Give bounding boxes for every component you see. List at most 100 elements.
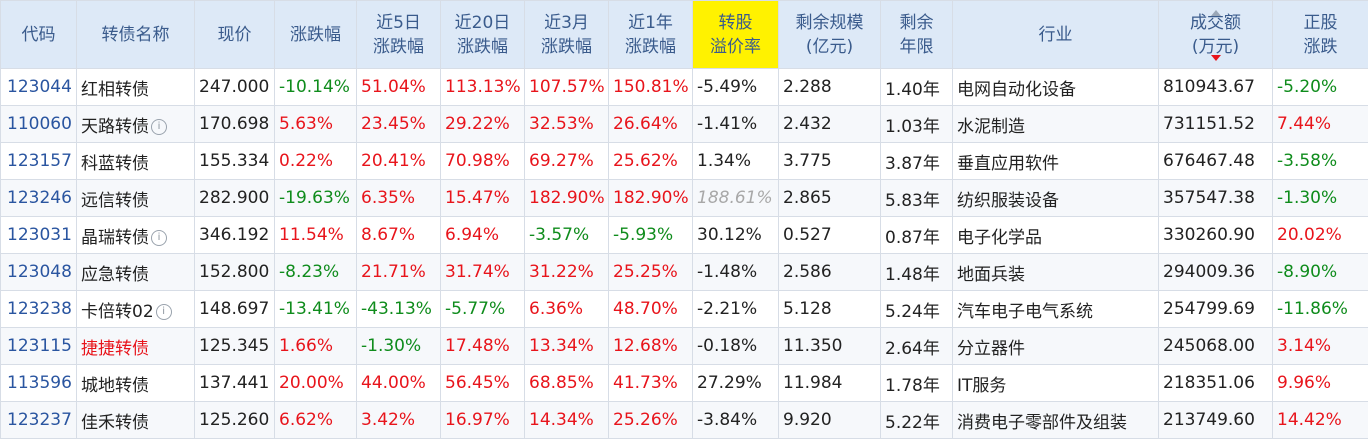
table-row[interactable]: 123246 远信转债 282.900 -19.63% 6.35% 15.47% 182.9…: [0, 179, 1368, 217]
cell-name[interactable]: 科蓝转债: [76, 142, 195, 180]
column-header-label: (亿元): [805, 36, 854, 57]
cell-value: 150.81%: [613, 77, 689, 97]
cell-change: -8.23%: [274, 253, 357, 291]
column-header-name[interactable]: 转债名称: [76, 0, 195, 69]
cell-value: 2.432: [783, 114, 832, 134]
column-header-label: 转股: [718, 12, 753, 33]
cell-chg3m: 68.85%: [524, 364, 609, 402]
cell-name[interactable]: 远信转债: [76, 179, 195, 217]
cell-scale: 9.920: [778, 401, 881, 439]
table-row[interactable]: 123157 科蓝转债 155.334 0.22% 20.41% 70.98% 69.27%…: [0, 142, 1368, 180]
cell-turnover: 218351.06: [1158, 364, 1273, 402]
cell-value: 地面兵装: [957, 264, 1025, 285]
column-header-stockchg[interactable]: 正股 涨跌: [1272, 0, 1368, 69]
cell-chg20d: 16.97%: [440, 401, 525, 439]
column-header-chg3m[interactable]: 近3月 涨跌幅: [524, 0, 609, 69]
info-icon[interactable]: i: [151, 229, 167, 246]
table-row[interactable]: 110060 天路转债 i 170.698 5.63% 23.45% 29.22% 32.53…: [0, 105, 1368, 143]
cell-premium: 30.12%: [692, 216, 779, 254]
cell-code[interactable]: 123237: [0, 401, 77, 439]
info-icon[interactable]: i: [151, 118, 167, 135]
cell-code[interactable]: 123031: [0, 216, 77, 254]
column-header-price[interactable]: 现价: [194, 0, 275, 69]
cell-value: 7.44%: [1277, 114, 1332, 134]
cell-chg1y: 48.70%: [608, 290, 693, 328]
table-row[interactable]: 123237 佳禾转债 125.260 6.62% 3.42% 16.97% 14.34% 2…: [0, 401, 1368, 439]
cell-value: 3.14%: [1277, 336, 1332, 356]
column-header-code[interactable]: 代码: [0, 0, 77, 69]
cell-value: 23.45%: [361, 114, 426, 134]
cell-name[interactable]: 应急转债: [76, 253, 195, 291]
cell-value: 123238: [7, 299, 72, 319]
cell-name[interactable]: 佳禾转债: [76, 401, 195, 439]
cell-name[interactable]: 红相转债: [76, 68, 195, 106]
table-row[interactable]: 123115 捷捷转债 125.345 1.66% -1.30% 17.48% 13.34%…: [0, 327, 1368, 365]
cell-value: 44.00%: [361, 373, 426, 393]
cell-premium: -2.21%: [692, 290, 779, 328]
cell-value: 182.90%: [529, 188, 605, 208]
sort-descending-icon[interactable]: [1210, 54, 1221, 61]
cell-value: 213749.60: [1163, 410, 1255, 430]
table-row[interactable]: 123044 红相转债 247.000 -10.14% 51.04% 113.13% 107…: [0, 68, 1368, 106]
cell-price: 282.900: [194, 179, 275, 217]
column-header-label: 近1年: [628, 12, 673, 33]
cell-code[interactable]: 123044: [0, 68, 77, 106]
cell-value: 346.192: [199, 225, 270, 245]
cell-value: 0.527: [783, 225, 832, 245]
cell-name[interactable]: 晶瑞转债 i: [76, 216, 195, 254]
cell-code[interactable]: 123246: [0, 179, 77, 217]
column-header-premium[interactable]: 转股 溢价率: [692, 0, 779, 69]
column-header-chg1y[interactable]: 近1年 涨跌幅: [608, 0, 693, 69]
cell-value: 294009.36: [1163, 262, 1255, 282]
cell-code[interactable]: 123115: [0, 327, 77, 365]
sort-ascending-icon[interactable]: [1210, 9, 1221, 16]
table-row[interactable]: 123031 晶瑞转债 i 346.192 11.54% 8.67% 6.94% -3.57%…: [0, 216, 1368, 254]
column-header-years[interactable]: 剩余 年限: [880, 0, 953, 69]
cell-value: 电网自动化设备: [957, 79, 1076, 100]
cell-chg20d: 17.48%: [440, 327, 525, 365]
cell-name[interactable]: 捷捷转债: [76, 327, 195, 365]
cell-price: 125.345: [194, 327, 275, 365]
cell-name[interactable]: 卡倍转02 i: [76, 290, 195, 328]
cell-value: 0.87年: [885, 227, 940, 248]
cell-value: 8.67%: [361, 225, 416, 245]
table-row[interactable]: 113596 城地转债 137.441 20.00% 44.00% 56.45% 68.85…: [0, 364, 1368, 402]
cell-industry: IT服务: [952, 364, 1159, 402]
cell-turnover: 731151.52: [1158, 105, 1273, 143]
cell-value: 11.350: [783, 336, 843, 356]
column-header-turnover[interactable]: 成交额 (万元): [1158, 0, 1273, 69]
cell-value: -8.90%: [1277, 262, 1338, 282]
column-header-chg5d[interactable]: 近5日 涨跌幅: [356, 0, 441, 69]
cell-scale: 2.432: [778, 105, 881, 143]
cell-code[interactable]: 123157: [0, 142, 77, 180]
cell-value: 48.70%: [613, 299, 678, 319]
column-header-change[interactable]: 涨跌幅: [274, 0, 357, 69]
column-header-scale[interactable]: 剩余规模 (亿元): [778, 0, 881, 69]
cell-value: 汽车电子电气系统: [957, 301, 1093, 322]
cell-code[interactable]: 113596: [0, 364, 77, 402]
cell-chg20d: 6.94%: [440, 216, 525, 254]
cell-premium: 1.34%: [692, 142, 779, 180]
cell-value: 1.03年: [885, 116, 940, 137]
cell-code[interactable]: 123238: [0, 290, 77, 328]
column-header-label: 行业: [1038, 24, 1073, 45]
info-icon[interactable]: i: [155, 303, 172, 320]
cell-chg1y: 12.68%: [608, 327, 693, 365]
cell-turnover: 294009.36: [1158, 253, 1273, 291]
cell-industry: 消费电子零部件及组装: [952, 401, 1159, 439]
cell-value: 2.64年: [885, 338, 940, 359]
cell-turnover: 330260.90: [1158, 216, 1273, 254]
cell-code[interactable]: 110060: [0, 105, 77, 143]
cell-chg5d: 20.41%: [356, 142, 441, 180]
cell-name[interactable]: 城地转债: [76, 364, 195, 402]
cell-premium: -0.18%: [692, 327, 779, 365]
table-row[interactable]: 123048 应急转债 152.800 -8.23% 21.71% 31.74% 31.22…: [0, 253, 1368, 291]
cell-premium: 27.29%: [692, 364, 779, 402]
cell-value: -1.30%: [1277, 188, 1338, 208]
cell-value: 1.40年: [885, 79, 940, 100]
column-header-industry[interactable]: 行业: [952, 0, 1159, 69]
cell-name[interactable]: 天路转债 i: [76, 105, 195, 143]
column-header-chg20d[interactable]: 近20日 涨跌幅: [440, 0, 525, 69]
cell-code[interactable]: 123048: [0, 253, 77, 291]
table-row[interactable]: 123238 卡倍转02 i 148.697 -13.41% -43.13% -5.77% 6…: [0, 290, 1368, 328]
